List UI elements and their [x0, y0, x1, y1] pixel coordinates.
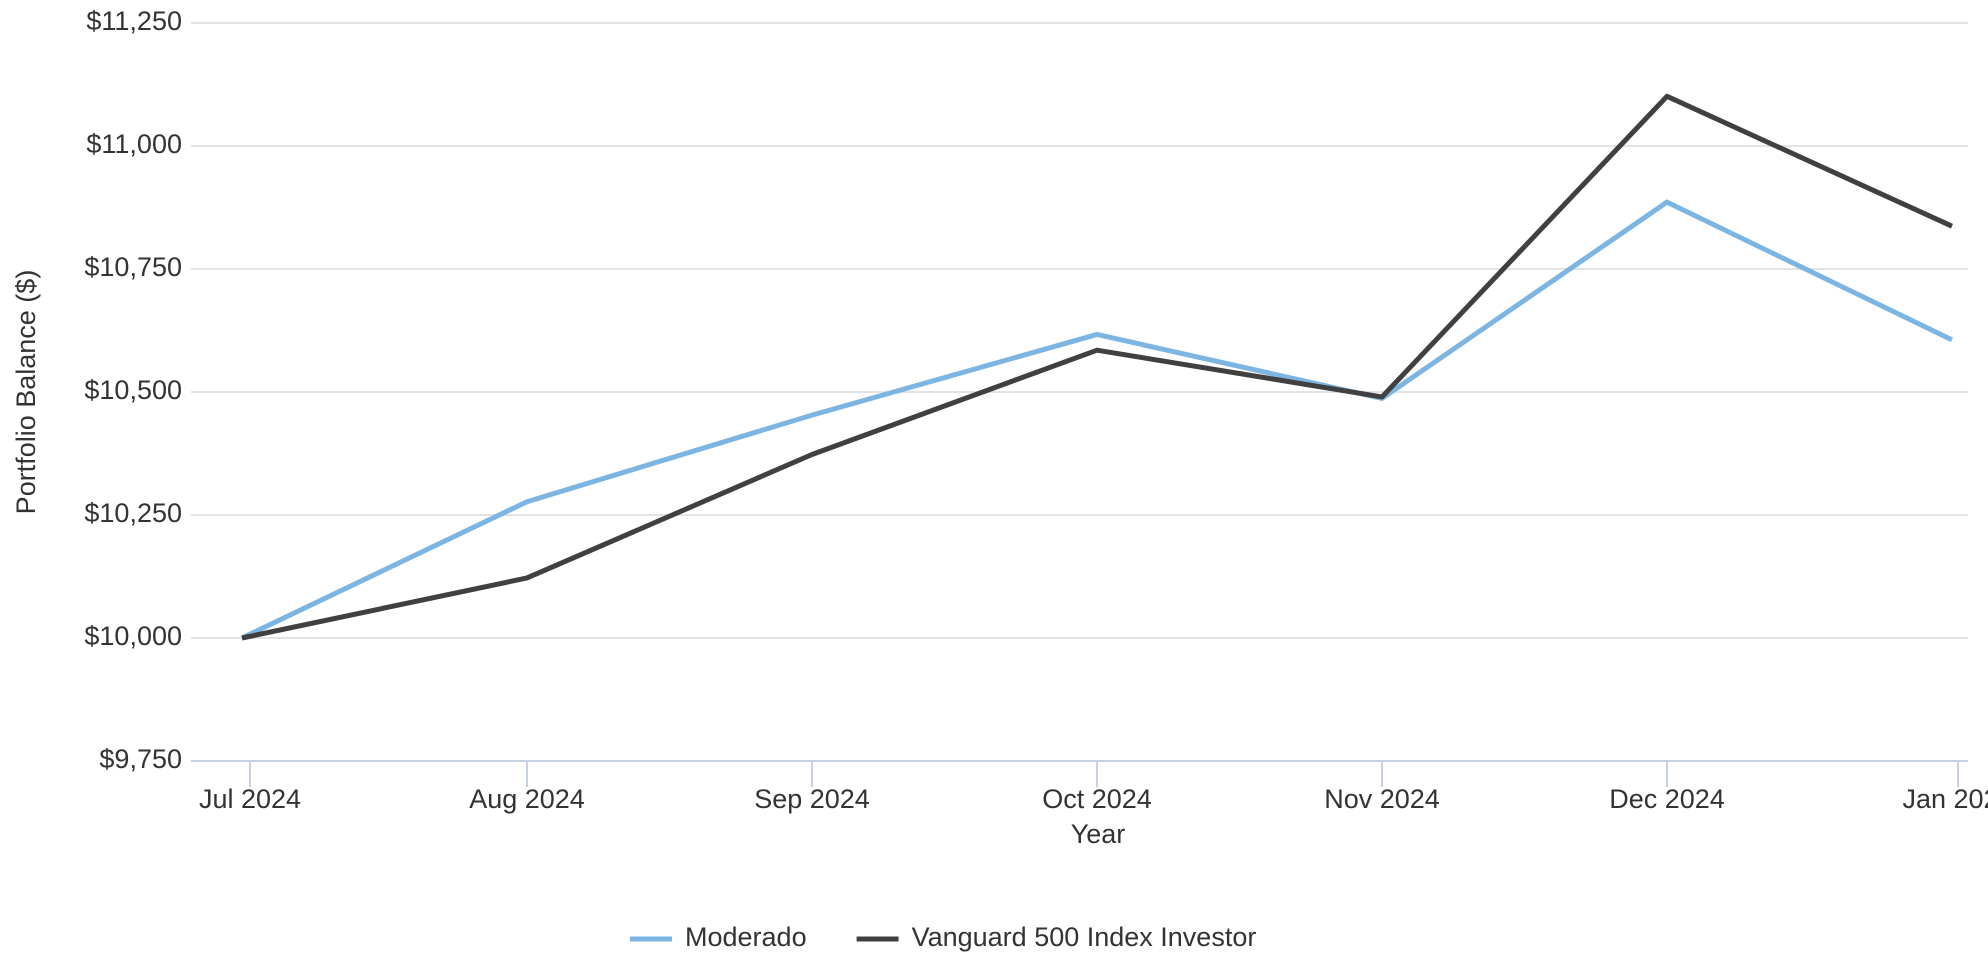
legend-label: Vanguard 500 Index Investor — [912, 922, 1257, 952]
x-tick-label: Sep 2024 — [754, 784, 870, 814]
y-tick-label: $10,500 — [84, 375, 182, 405]
x-tick-label: Oct 2024 — [1042, 784, 1152, 814]
y-tick-label: $10,000 — [84, 621, 182, 651]
line-series — [241, 93, 1954, 641]
x-tick-label: Jan 2025 — [1902, 784, 1988, 814]
y-tick-label: $10,750 — [84, 252, 182, 282]
y-tick-label: $11,250 — [86, 6, 182, 36]
x-tick-label: Nov 2024 — [1324, 784, 1440, 814]
y-tick-label: $11,000 — [86, 129, 182, 159]
y-tick-label: $9,750 — [99, 744, 182, 774]
y-tick-label: $10,250 — [84, 498, 182, 528]
y-axis-label: Portfolio Balance ($) — [11, 270, 41, 515]
x-axis-label: Year — [1071, 819, 1126, 849]
x-tick-label: Aug 2024 — [469, 784, 585, 814]
legend-label: Moderado — [685, 922, 807, 952]
x-tick-label: Jul 2024 — [199, 784, 301, 814]
x-tick-label: Dec 2024 — [1609, 784, 1725, 814]
line-series — [240, 199, 1954, 641]
